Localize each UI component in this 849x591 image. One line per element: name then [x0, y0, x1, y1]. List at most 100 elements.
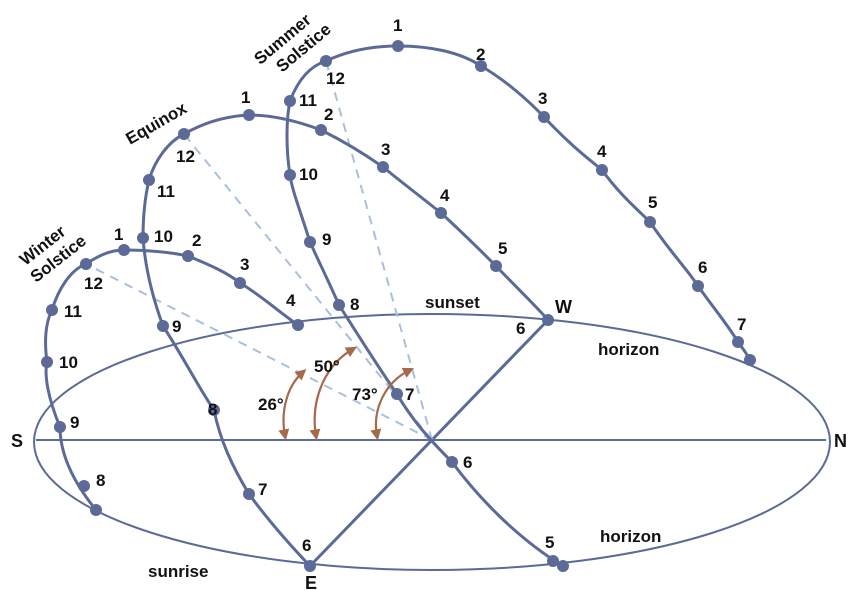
summer-hour-12: 12 — [326, 69, 345, 88]
equinox-hour-1: 1 — [241, 88, 250, 107]
equinox-path — [141, 113, 550, 568]
horizon-lower-label: horizon — [600, 527, 661, 546]
summer-hour-9: 9 — [322, 230, 331, 249]
summer-hour-labels: 5 6 7 8 9 10 11 12 1 2 3 4 5 6 7 — [299, 16, 746, 552]
summer-angle-label: 73° — [352, 385, 378, 404]
equinox-dot-3 — [377, 161, 389, 173]
equinox-dot-5 — [490, 260, 502, 272]
winter-dot-1 — [118, 244, 130, 256]
summer-hour-6pm: 6 — [698, 258, 707, 277]
winter-hour-9: 9 — [70, 413, 79, 432]
equinox-hour-9: 9 — [172, 317, 181, 336]
equinox-angle-label: 50° — [314, 357, 340, 376]
equinox-hour-6am: 6 — [302, 536, 311, 555]
equinox-hour-4: 4 — [440, 186, 450, 205]
summer-dot-5am-alt — [547, 555, 559, 567]
sunrise-label: sunrise — [148, 562, 208, 581]
summer-hour-4: 4 — [597, 142, 607, 161]
winter-hour-8: 8 — [96, 471, 105, 490]
summer-dot-6pm — [692, 280, 704, 292]
summer-dot-2 — [475, 60, 487, 72]
winter-angle-arrow — [278, 369, 307, 441]
summer-dot-7am — [391, 388, 403, 400]
summer-hour-11: 11 — [299, 91, 317, 110]
summer-hour-1: 1 — [393, 16, 402, 35]
winter-hour-labels: 8 9 10 11 12 1 2 3 4 — [59, 225, 296, 490]
equinox-dot-8 — [208, 404, 220, 416]
equinox-hour-labels: 6 7 8 9 10 11 12 1 2 3 4 5 6 — [154, 88, 525, 555]
winter-dot-3 — [234, 277, 246, 289]
winter-dot-8-alt — [78, 480, 90, 492]
south-label: S — [11, 431, 23, 451]
equinox-dot-11 — [143, 174, 155, 186]
horizon-ellipse — [33, 313, 831, 571]
winter-hour-4: 4 — [286, 291, 296, 310]
summer-dot-6am — [446, 456, 458, 468]
summer-dot-4 — [596, 164, 608, 176]
equinox-dot-7 — [243, 488, 255, 500]
equinox-hour-8: 8 — [208, 400, 217, 419]
winter-dot-11 — [46, 304, 58, 316]
summer-hour-5pm: 5 — [648, 193, 657, 212]
summer-hour-7am: 7 — [405, 385, 414, 404]
equinox-hour-7: 7 — [258, 480, 267, 499]
summer-dot-5pm — [644, 216, 656, 228]
winter-hour-3: 3 — [240, 255, 249, 274]
west-label: W — [555, 297, 572, 317]
winter-dot-4 — [292, 319, 304, 331]
winter-dot-8 — [90, 504, 102, 516]
summer-dot-5am — [557, 560, 569, 572]
equinox-hour-10: 10 — [154, 227, 173, 246]
equinox-hour-dots — [137, 109, 554, 572]
equinox-hour-5: 5 — [498, 239, 507, 258]
equinox-dot-9 — [157, 320, 169, 332]
equinox-dot-10 — [137, 232, 149, 244]
summer-hour-5am: 5 — [545, 533, 554, 552]
summer-dot-7pm — [732, 336, 744, 348]
equinox-dot-4 — [435, 207, 447, 219]
summer-hour-2: 2 — [476, 45, 485, 64]
equinox-dot-6pm — [542, 314, 554, 326]
north-label: N — [834, 431, 847, 451]
summer-angle-arrow — [370, 367, 414, 441]
equinox-hour-2: 2 — [324, 105, 333, 124]
equinox-name: Equinox — [123, 98, 191, 148]
equinox-hour-11: 11 — [157, 182, 175, 201]
winter-hour-11: 11 — [64, 302, 82, 321]
winter-hour-dots — [41, 244, 304, 516]
winter-hour-10: 10 — [59, 353, 78, 372]
sunset-label: sunset — [425, 293, 480, 312]
equinox-angle-arrow — [309, 346, 357, 441]
winter-hour-12: 12 — [84, 274, 103, 293]
winter-hour-2: 2 — [192, 231, 201, 250]
summer-dot-1 — [392, 40, 404, 52]
equinox-dot-2 — [315, 124, 327, 136]
east-label: E — [305, 573, 317, 591]
horizon-upper-label: horizon — [598, 340, 659, 359]
summer-noon-ray — [325, 60, 433, 441]
winter-dot-12 — [80, 258, 92, 270]
winter-dot-9 — [54, 421, 66, 433]
winter-dot-10 — [41, 356, 53, 368]
summer-dot-11 — [284, 95, 296, 107]
summer-hour-dots — [284, 40, 756, 572]
summer-dot-12 — [320, 55, 332, 67]
summer-hour-6am: 6 — [463, 453, 472, 472]
summer-dot-8 — [333, 299, 345, 311]
winter-angle-label: 26° — [258, 395, 284, 414]
equinox-dot-12 — [178, 128, 190, 140]
east-west-axis — [308, 318, 550, 568]
summer-hour-8: 8 — [350, 295, 359, 314]
equinox-dot-1 — [243, 109, 255, 121]
summer-dot-9 — [304, 236, 316, 248]
summer-dot-10 — [284, 169, 296, 181]
equinox-hour-6pm: 6 — [516, 319, 525, 338]
equinox-dot-6am — [304, 560, 316, 572]
equinox-hour-3: 3 — [381, 140, 390, 159]
summer-hour-7pm: 7 — [737, 315, 746, 334]
summer-dot-7pm-end — [744, 354, 756, 366]
summer-hour-3: 3 — [538, 89, 547, 108]
winter-hour-1: 1 — [114, 225, 123, 244]
equinox-hour-12: 12 — [176, 147, 195, 166]
